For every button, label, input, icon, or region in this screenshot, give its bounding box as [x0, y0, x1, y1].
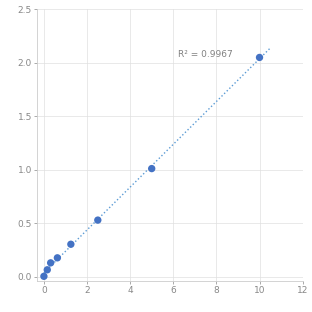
Point [48, 260, 53, 265]
Text: R² = 0.9967: R² = 0.9967 [178, 50, 232, 59]
Point [149, 166, 154, 171]
Point [45, 267, 50, 272]
Point [41, 274, 46, 279]
Point [55, 255, 60, 260]
Point [95, 217, 100, 222]
Point [68, 242, 73, 247]
Point [257, 55, 262, 60]
